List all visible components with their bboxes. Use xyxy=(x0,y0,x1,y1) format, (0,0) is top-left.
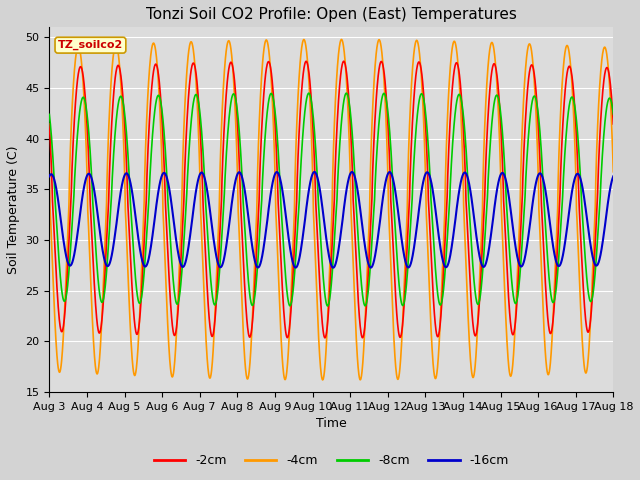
Y-axis label: Soil Temperature (C): Soil Temperature (C) xyxy=(7,145,20,274)
Text: TZ_soilco2: TZ_soilco2 xyxy=(58,40,123,50)
Legend: -2cm, -4cm, -8cm, -16cm: -2cm, -4cm, -8cm, -16cm xyxy=(148,449,514,472)
X-axis label: Time: Time xyxy=(316,417,347,431)
Title: Tonzi Soil CO2 Profile: Open (East) Temperatures: Tonzi Soil CO2 Profile: Open (East) Temp… xyxy=(146,7,516,22)
